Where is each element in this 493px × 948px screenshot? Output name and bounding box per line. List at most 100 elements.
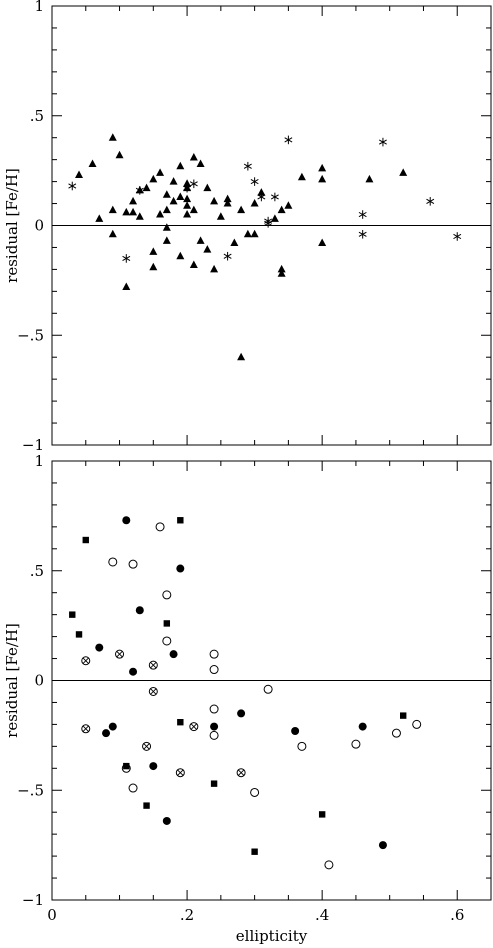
y-tick-label: .5	[30, 107, 44, 125]
circle-cross-point	[148, 660, 158, 670]
filled-triangle-point	[115, 150, 124, 159]
filled-circle-point	[102, 729, 111, 738]
filled-triangle-point	[270, 214, 279, 222]
filled-triangle-point	[277, 269, 286, 277]
filled-triangle-point	[365, 174, 374, 183]
open-circle-point	[263, 684, 273, 694]
filled-triangle-point	[149, 247, 158, 255]
filled-circle-point	[129, 667, 138, 676]
filled-triangle-point	[169, 177, 178, 185]
filled-circle-point	[135, 606, 144, 615]
open-circle-point	[209, 730, 219, 740]
filled-triangle-point	[237, 352, 246, 361]
y-tick-label: −1	[22, 436, 44, 454]
filled-circle-point	[176, 564, 185, 573]
filled-triangle-point	[162, 236, 171, 244]
filled-triangle-point	[95, 214, 104, 222]
filled-circle-point	[358, 722, 367, 731]
x-tick-label: .2	[180, 906, 194, 924]
open-circle-point	[391, 728, 401, 738]
filled-triangle-point	[108, 229, 117, 238]
filled-triangle-point	[88, 159, 97, 168]
filled-circle-point	[95, 643, 104, 652]
circle-cross-point	[175, 768, 185, 778]
asterisk-point	[257, 192, 266, 202]
filled-square-point	[210, 780, 218, 787]
filled-triangle-point	[75, 170, 84, 179]
filled-triangle-point	[297, 172, 306, 181]
filled-triangle-point	[203, 245, 212, 253]
filled-triangle-point	[156, 168, 165, 176]
filled-triangle-point	[250, 229, 259, 238]
y-tick-label: .5	[30, 562, 44, 580]
asterisk-point	[250, 177, 259, 186]
filled-triangle-point	[183, 201, 192, 209]
filled-triangle-point	[108, 205, 117, 214]
filled-square-point	[177, 517, 184, 524]
filled-square-point	[318, 811, 326, 818]
open-circle-point	[209, 704, 219, 714]
asterisk-point	[68, 181, 77, 191]
filled-triangle-point	[176, 192, 185, 200]
y-tick-label: 0	[34, 672, 44, 690]
filled-triangle-point	[149, 174, 158, 183]
filled-triangle-point	[142, 183, 151, 192]
filled-square-point	[251, 848, 258, 855]
filled-square-point	[75, 631, 83, 638]
filled-square-point	[69, 611, 76, 618]
filled-circle-point	[149, 762, 158, 771]
asterisk-point	[189, 179, 198, 189]
open-circle-point	[412, 719, 422, 729]
filled-triangle-point	[122, 207, 131, 216]
filled-triangle-point	[277, 205, 286, 214]
filled-triangle-point	[210, 196, 219, 205]
asterisk-point	[122, 254, 131, 263]
filled-triangle-point	[189, 205, 198, 214]
x-tick-label: .4	[315, 906, 329, 924]
filled-triangle-point	[108, 133, 117, 141]
filled-triangle-point	[189, 152, 198, 161]
filled-triangle-point	[277, 264, 286, 273]
filled-triangle-point	[223, 199, 232, 207]
filled-circle-point	[210, 722, 219, 731]
filled-triangle-point	[183, 210, 192, 218]
asterisk-point	[264, 216, 273, 226]
filled-circle-point	[291, 726, 300, 735]
filled-triangle-point	[399, 168, 408, 176]
asterisk-point	[135, 186, 144, 195]
filled-triangle-point	[156, 210, 165, 218]
open-circle-point	[155, 522, 165, 532]
asterisk-point	[426, 197, 435, 206]
open-circle-point	[108, 557, 118, 567]
y-axis-label: residual [Fe/H]	[3, 168, 21, 283]
open-circle-point	[209, 649, 219, 659]
filled-triangle-point	[183, 194, 192, 203]
filled-triangle-point	[196, 159, 205, 168]
y-tick-label: 1	[34, 452, 44, 470]
filled-square-point	[123, 762, 130, 770]
filled-triangle-point	[223, 194, 232, 203]
filled-triangle-point	[162, 223, 171, 231]
circle-cross-point	[115, 649, 125, 659]
open-circle-point	[324, 860, 334, 870]
x-tick-label: .6	[450, 906, 464, 924]
filled-triangle-point	[250, 199, 259, 207]
filled-square-point	[400, 712, 407, 719]
filled-triangle-point	[243, 229, 252, 238]
x-axis-label: ellipticity	[236, 927, 308, 945]
filled-circle-point	[237, 709, 246, 718]
filled-triangle-point	[129, 196, 138, 205]
asterisk-point	[223, 251, 232, 261]
filled-circle-point	[378, 841, 387, 850]
bottom-panel: −1 −.5 0 .5 1 0 .2 .4 .6 residual [Fe/H] elliptici…	[3, 452, 492, 945]
asterisk-point	[453, 232, 462, 241]
filled-triangle-point	[284, 201, 293, 209]
open-circle-point	[128, 559, 138, 569]
asterisk-point	[358, 210, 367, 219]
y-tick-label: −1	[22, 891, 44, 909]
filled-triangle-point	[176, 251, 185, 260]
filled-triangle-point	[176, 161, 185, 170]
filled-triangle-point	[237, 205, 246, 214]
y-tick-label: −.5	[17, 781, 44, 799]
